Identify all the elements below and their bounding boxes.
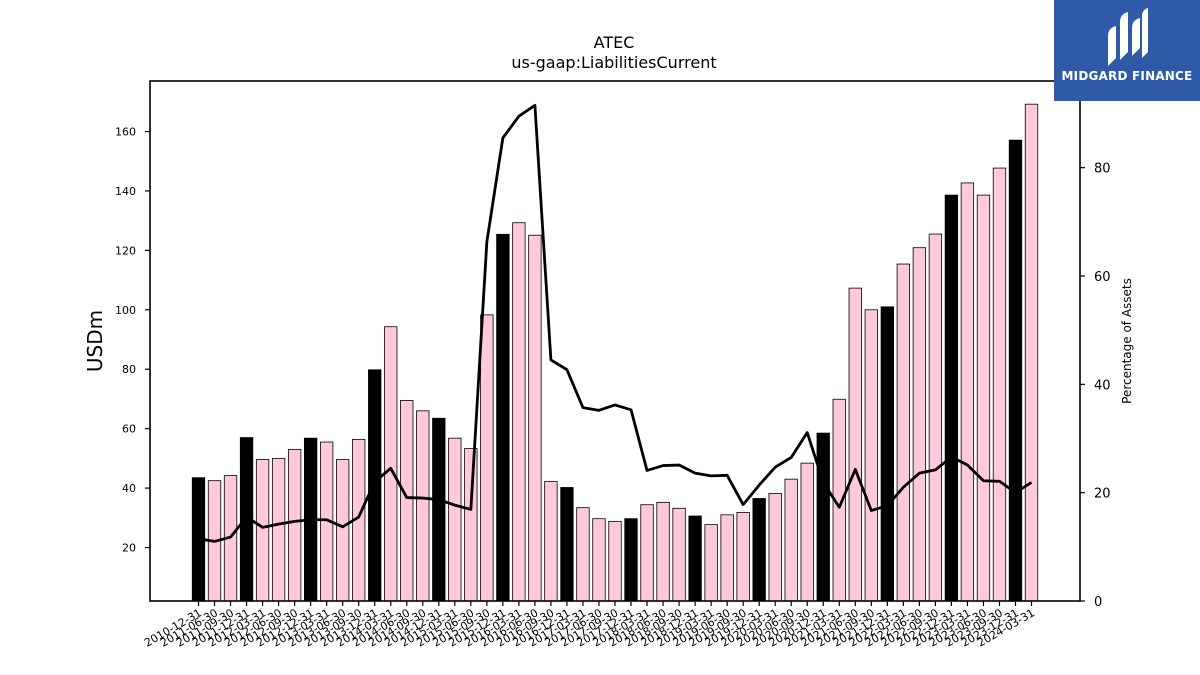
y-tick-label: 160 (115, 126, 136, 139)
bar-2022-03-31 (896, 263, 910, 602)
bar-2019-03-31 (704, 524, 718, 602)
bar-2019-12-31 (752, 498, 766, 602)
bar-2018-09-30 (672, 507, 686, 602)
bar-2017-03-31 (576, 507, 590, 602)
bar-2016-12-31 (560, 487, 574, 602)
bar-2021-09-30 (864, 309, 878, 602)
bar-2020-03-31 (768, 493, 782, 602)
y-tick-label: 60 (122, 423, 136, 436)
chart-title: ATEC (594, 33, 635, 52)
bar-2020-06-30 (784, 478, 798, 602)
bar-2018-12-31 (688, 515, 702, 602)
bar-2014-09-30 (416, 410, 430, 602)
bar-2018-03-31 (640, 504, 654, 602)
bar-2014-12-31 (432, 417, 446, 602)
bar-2012-06-30 (271, 457, 286, 602)
bar-2020-12-31 (816, 432, 830, 602)
y2-tick-label: 40 (1094, 378, 1111, 393)
bar-2019-09-30 (736, 512, 750, 602)
bar-2019-06-30 (720, 514, 734, 602)
line-layer (198, 103, 1033, 543)
bar-2015-09-30 (480, 314, 494, 602)
y-axis-label: USDm (83, 310, 107, 372)
bar-2020-09-30 (800, 462, 814, 602)
bar-2015-06-30 (464, 448, 478, 602)
y-tick-label: 140 (115, 185, 136, 198)
midgard-finance-logo-icon (1108, 8, 1148, 66)
bar-2016-03-31 (512, 222, 526, 602)
bar-2015-03-31 (448, 437, 462, 602)
bar-2022-06-30 (912, 247, 927, 602)
y-tick-label: 100 (115, 304, 136, 317)
bar-2012-09-30 (287, 449, 302, 602)
y2-tick-label: 20 (1094, 487, 1111, 502)
bar-2023-09-30 (992, 167, 1007, 602)
axes-layer: 204060801001201401600204060802010-12-312… (115, 80, 1111, 650)
percentage-of-assets-line (198, 103, 1033, 543)
bar-2016-09-30 (544, 481, 558, 602)
y2-tick-label: 60 (1094, 270, 1111, 285)
bar-2018-06-30 (656, 501, 670, 602)
y-tick-label: 80 (122, 363, 136, 376)
bar-2017-09-30 (608, 520, 622, 602)
bar-2022-12-31 (944, 194, 959, 602)
bar-2012-03-31 (255, 459, 270, 602)
bar-2017-12-31 (624, 518, 638, 602)
bar-2023-12-31 (1008, 139, 1023, 602)
bar-2023-06-30 (976, 194, 991, 602)
y2-tick-label: 0 (1094, 595, 1102, 610)
bar-2014-03-31 (384, 326, 398, 602)
bar-2021-12-31 (880, 306, 894, 602)
bar-2022-09-30 (928, 233, 943, 602)
y-tick-label: 120 (115, 244, 136, 257)
y-tick-label: 20 (122, 542, 136, 555)
brand-name: MIDGARD FINANCE (1061, 69, 1193, 83)
brand-logo: MIDGARD FINANCE (1054, 0, 1200, 101)
bar-2016-06-30 (528, 234, 542, 602)
bar-2021-06-30 (848, 287, 862, 602)
y2-tick-label: 80 (1094, 162, 1111, 177)
bar-2017-06-30 (592, 518, 606, 602)
chart-subtitle: us-gaap:LiabilitiesCurrent (511, 53, 716, 72)
bar-2024-03-31 (1024, 103, 1039, 602)
bar-2023-03-31 (960, 182, 975, 602)
bar-2015-12-31 (496, 233, 510, 602)
bar-2013-12-31 (368, 369, 382, 602)
bar-2013-06-30 (336, 459, 350, 602)
y-tick-label: 40 (122, 482, 136, 495)
bar-2014-06-30 (400, 400, 414, 602)
bars-layer (191, 103, 1039, 602)
y2-axis-label: Percentage of Assets (1120, 278, 1134, 404)
